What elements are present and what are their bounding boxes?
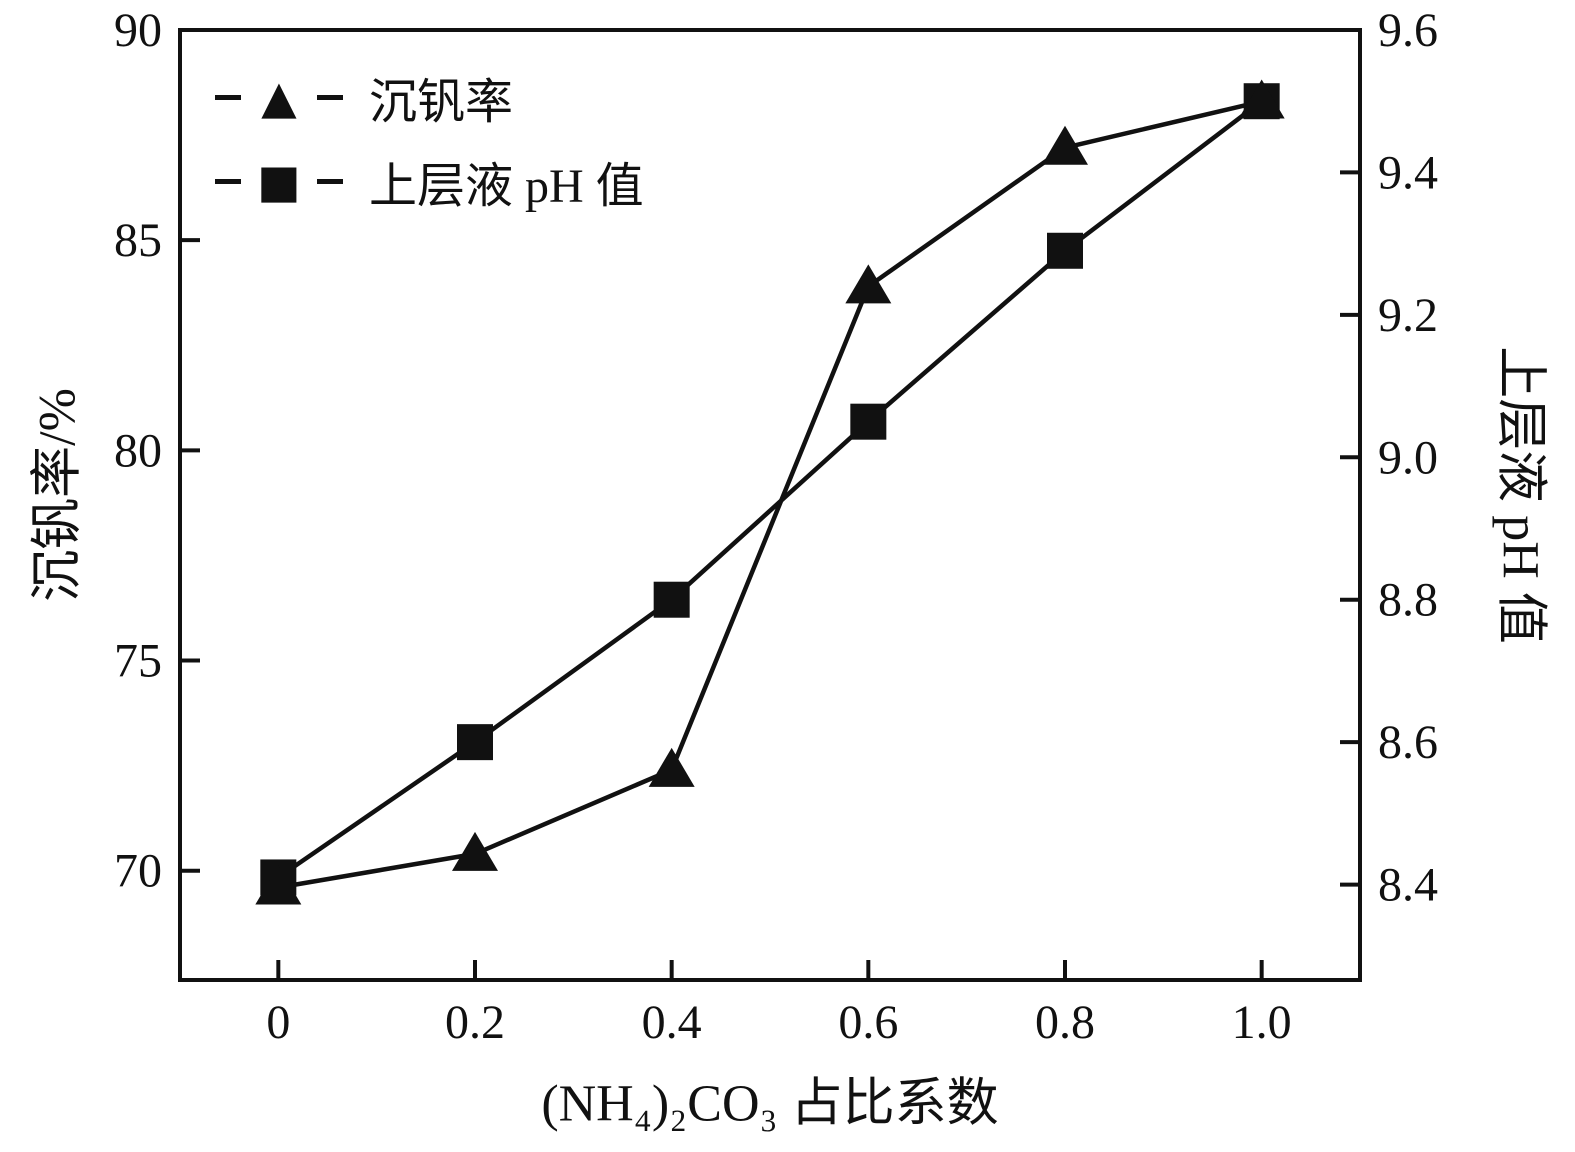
axis-ticks: [180, 28, 1360, 980]
x-tick-label: 0.6: [838, 996, 898, 1049]
y-left-tick-label: 75: [114, 635, 162, 688]
triangle-marker: [1042, 125, 1088, 165]
y-right-tick-label: 8.6: [1378, 716, 1438, 769]
x-axis-title: (NH₄)₂CO₃ 占比系数: [541, 1075, 999, 1133]
square-marker-icon: ■: [257, 154, 301, 208]
y-left-tick-label: 80: [114, 424, 162, 477]
square-marker: [850, 403, 887, 440]
triangle-marker: [255, 865, 302, 905]
legend-dash-icon: [317, 178, 343, 184]
square-marker: [1047, 232, 1083, 269]
legend-sample-square: ■: [215, 158, 343, 204]
plot-frame: [178, 28, 1362, 982]
data-series: [255, 79, 1285, 905]
x-tick-label: 0: [266, 996, 290, 1049]
triangle-marker: [1238, 79, 1285, 119]
x-tick-label: 0.8: [1035, 996, 1095, 1049]
legend-item-precipitation-rate: ▲ 沉钒率: [215, 62, 644, 132]
y-right-tick-label: 8.8: [1378, 574, 1438, 627]
y-axis-title-left: 沉钒率/%: [29, 388, 87, 602]
y-right-tick-label: 9.0: [1378, 431, 1438, 484]
legend-sample-triangle: ▲: [215, 74, 343, 120]
legend: ▲ 沉钒率 ■ 上层液 pH 值: [215, 62, 644, 216]
x-tick-label: 0.2: [445, 996, 505, 1049]
y-left-tick-label: 85: [114, 214, 162, 267]
legend-label: 沉钒率: [369, 76, 514, 129]
square-marker: [653, 581, 690, 618]
square-marker: [457, 724, 493, 761]
y-right-tick-label: 8.4: [1378, 859, 1438, 912]
series-line-triangle: [277, 99, 1263, 890]
legend-dash-icon: [215, 178, 241, 184]
triangle-marker-icon: ▲: [261, 70, 297, 124]
x-tick-label: 1.0: [1232, 996, 1292, 1049]
legend-item-ph: ■ 上层液 pH 值: [215, 146, 644, 216]
series-line-square: [277, 99, 1264, 880]
triangle-marker: [648, 747, 695, 787]
axis-tick-labels: 0 0.2 0.4 0.6 0.8 1.0 70 75 80 85 90 8.4 8.6 8.8 9.0 9.…: [114, 4, 1438, 1049]
y-right-tick-label: 9.2: [1378, 289, 1438, 342]
x-tick-label: 0.4: [642, 996, 702, 1049]
plot-border: [178, 28, 1362, 982]
triangle-marker: [845, 264, 892, 304]
y-left-tick-label: 70: [114, 845, 162, 898]
y-right-tick-label: 9.4: [1378, 146, 1438, 199]
triangle-marker: [452, 831, 498, 871]
y-right-tick-label: 9.6: [1378, 4, 1438, 57]
y-axis-title-right: 上层液 pH 值: [1491, 346, 1549, 644]
y-left-tick-label: 90: [114, 4, 162, 57]
legend-dash-icon: [316, 94, 343, 100]
legend-dash-icon: [215, 94, 241, 100]
legend-label: 上层液 pH 值: [369, 160, 644, 213]
